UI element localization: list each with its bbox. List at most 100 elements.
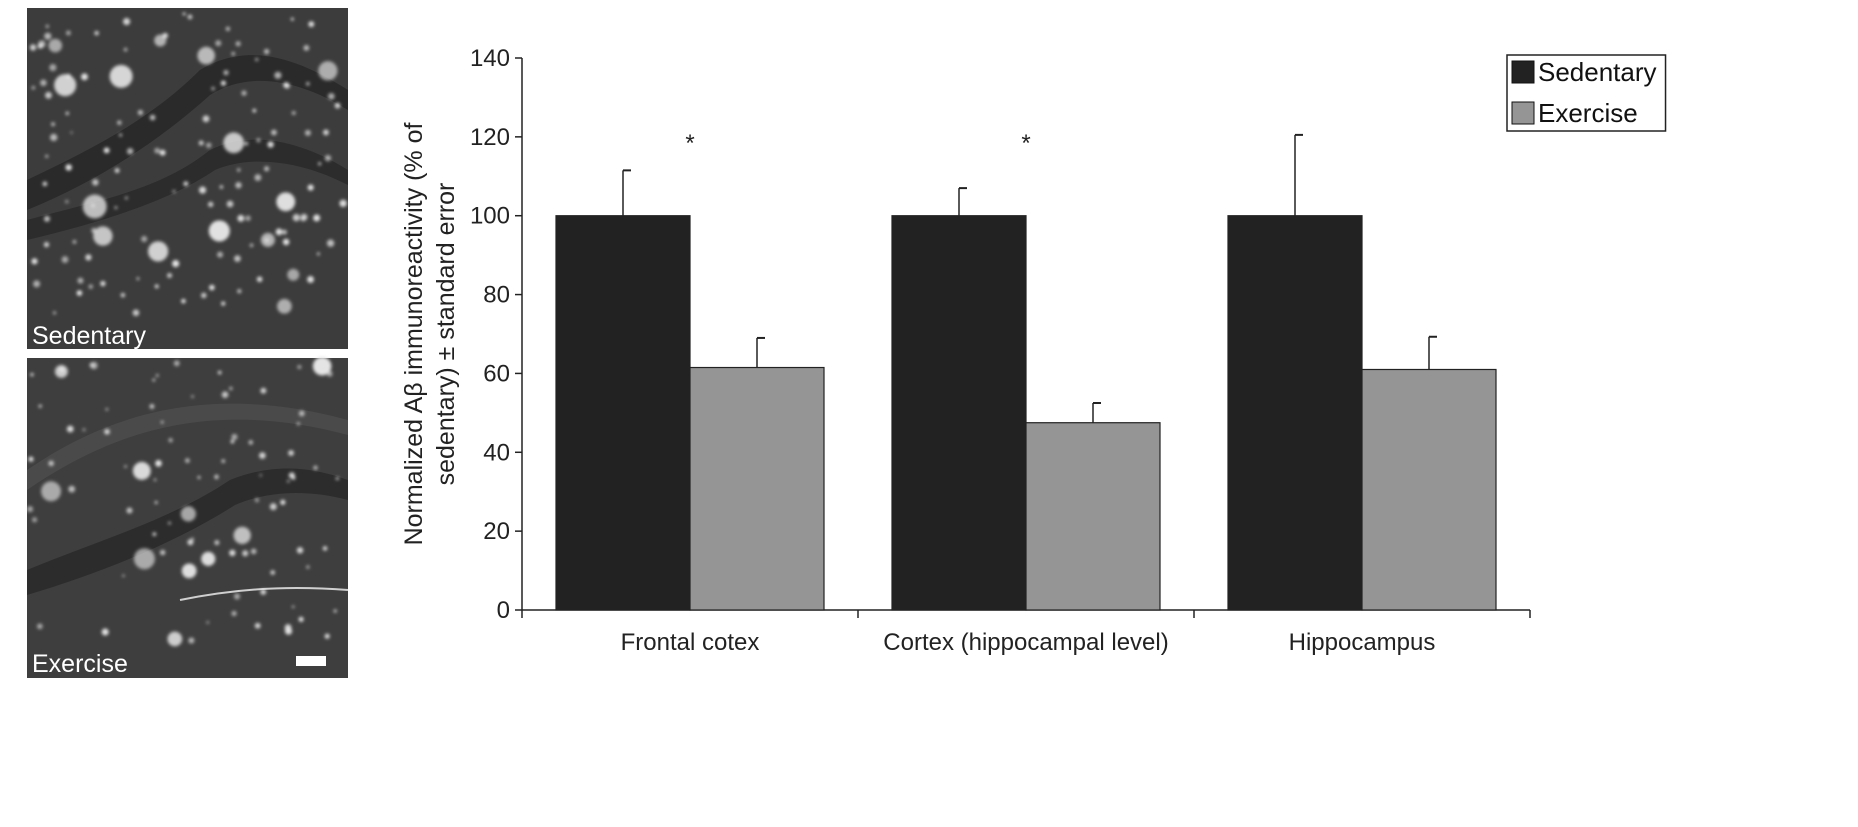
legend-label-sedentary: Sedentary [1538, 57, 1657, 87]
plaque-dot [287, 479, 290, 483]
plaque-dot [137, 109, 144, 116]
plaque-dot [172, 189, 176, 194]
plaque-dot [124, 465, 127, 468]
panel-label-exercise: Exercise [32, 650, 128, 678]
plaque-dot [296, 547, 304, 554]
plaque-dot [235, 41, 241, 47]
plaque-dot [282, 229, 287, 235]
plaque-dot [263, 48, 270, 55]
plaque-dot [198, 186, 207, 194]
plaque-dot [249, 243, 254, 248]
plaque-dot [45, 154, 49, 158]
plaque-dot [90, 361, 98, 370]
x-category-label: Frontal cotex [621, 629, 760, 656]
plaque-dot [61, 256, 69, 263]
plaque-dot [270, 570, 275, 575]
plaque-dot [267, 141, 274, 148]
micrograph-exercise: Exercise [27, 356, 349, 678]
plaque-dot [31, 258, 38, 265]
plaque-dot [72, 239, 77, 244]
plaque-dot [66, 425, 74, 433]
plaque-dot [264, 166, 270, 172]
plaque-dot [38, 40, 46, 48]
plaque-dot [307, 276, 314, 283]
plaque-dot [45, 91, 52, 99]
plaque-dot [318, 162, 322, 166]
plaque-dot [101, 628, 109, 636]
plaque-dot [209, 284, 215, 291]
plaque-dot [259, 474, 262, 477]
plaque-dot [188, 637, 195, 644]
y-tick-label: 100 [470, 203, 510, 230]
plaque-dot [333, 609, 337, 613]
plaque-dot [324, 633, 330, 639]
y-axis-label-line1: Normalized Aβ immunoreactivity (% of [400, 123, 428, 546]
plaque-dot [221, 459, 226, 463]
plaque-dot [183, 181, 189, 187]
plaque-dot [254, 622, 261, 629]
plaque-dot [277, 298, 292, 314]
plaque-dot [296, 422, 300, 426]
legend-swatch-exercise [1511, 101, 1535, 125]
plaque-dot [334, 102, 341, 109]
plaque-dot [103, 147, 110, 154]
plaque-dot [260, 588, 267, 595]
plaque-dot [82, 194, 107, 219]
x-category-label: Cortex (hippocampal level) [883, 629, 1168, 656]
plaque-dot [167, 631, 183, 647]
plaque-dot [208, 220, 230, 242]
plaque-dot [41, 481, 62, 502]
plaque-dot [33, 280, 41, 288]
plaque-dot [154, 147, 160, 154]
plaque-dot [255, 57, 259, 62]
plaque-dot [65, 164, 72, 171]
plaque-dot [168, 438, 173, 443]
plaque-dot [214, 474, 219, 480]
plaque-dot [269, 503, 277, 511]
plaque-dot [123, 47, 128, 52]
plaque-dot [76, 290, 83, 296]
plaque-dot [316, 252, 320, 256]
plaque-dot [120, 292, 126, 298]
plaque-dot [223, 69, 229, 76]
bar-exercise [1361, 368, 1497, 611]
plaque-dot [231, 52, 235, 56]
plaque-dot [147, 241, 169, 262]
plaque-dot [160, 420, 164, 424]
plaque-dot [37, 623, 43, 630]
plaque-dot [219, 185, 224, 189]
plaque-dot [207, 201, 214, 208]
plaque-dot [220, 80, 226, 86]
plaque-dot [114, 168, 120, 173]
plaque-dot [206, 620, 210, 624]
plaque-dot [260, 387, 267, 394]
plaque-dot [237, 168, 241, 172]
plaque-dot [49, 63, 57, 72]
plaque-dot [276, 192, 296, 212]
plaque-dot [211, 86, 215, 91]
plaque-dot [254, 498, 260, 503]
plaque-dot [300, 216, 306, 222]
y-tick-label: 80 [483, 282, 510, 309]
plaque-dot [123, 17, 131, 26]
plaque-dot [126, 147, 134, 155]
bar-sedentary [891, 215, 1027, 611]
plaque-dot [160, 549, 166, 556]
plaque-dot [233, 593, 241, 600]
plaque-dot [308, 21, 315, 28]
plaque-dot [202, 115, 210, 123]
plaque-dot [282, 238, 290, 246]
plaque-dot [215, 40, 222, 47]
plaque-dot [48, 460, 54, 467]
plaque-dot [217, 370, 222, 375]
plaque-dot [155, 460, 162, 467]
plaque-dot [185, 458, 190, 463]
plaque-dot [88, 284, 94, 289]
plaque-dot [27, 506, 34, 513]
plaque-dot [109, 64, 133, 88]
plaque-dot [180, 506, 196, 522]
plaque-dot [326, 370, 333, 377]
plaque-dot [50, 133, 58, 142]
plaque-dot [284, 627, 293, 635]
